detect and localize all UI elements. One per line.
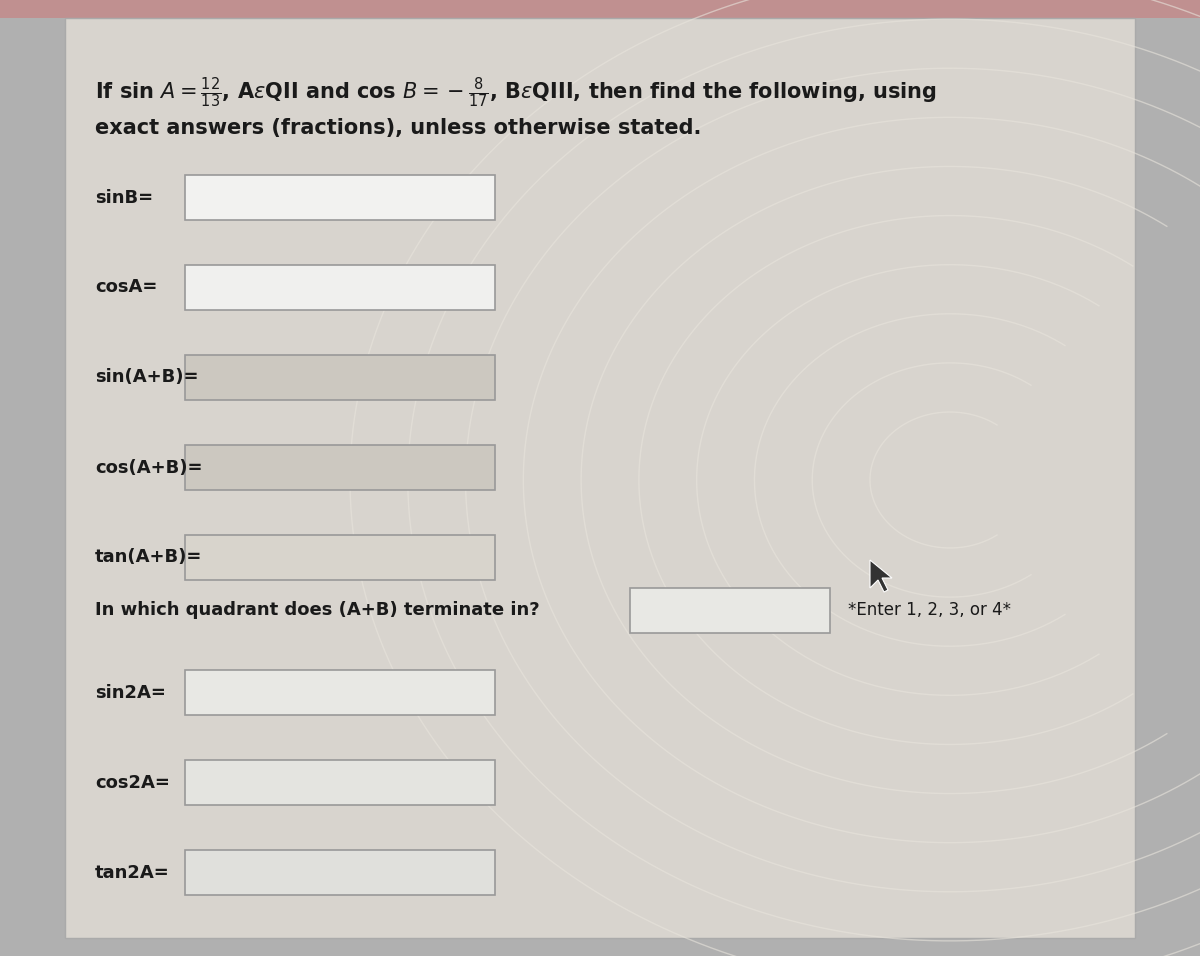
Bar: [185, 175, 496, 220]
Bar: [185, 760, 496, 805]
Bar: [185, 850, 496, 895]
Text: If sin $A = \frac{12}{13}$, A$\epsilon$QII and cos $B = -\frac{8}{17}$, B$\epsil: If sin $A = \frac{12}{13}$, A$\epsilon$Q…: [95, 75, 937, 110]
Bar: [185, 265, 496, 310]
Text: tan(A+B)=: tan(A+B)=: [95, 549, 203, 567]
Bar: [185, 445, 496, 490]
Text: sin(A+B)=: sin(A+B)=: [95, 368, 198, 386]
Bar: [65, 18, 1135, 938]
Text: cos(A+B)=: cos(A+B)=: [95, 459, 203, 476]
Text: cosA=: cosA=: [95, 278, 157, 296]
Text: exact answers (fractions), unless otherwise stated.: exact answers (fractions), unless otherw…: [95, 118, 701, 138]
Text: In which quadrant does (A+B) terminate in?: In which quadrant does (A+B) terminate i…: [95, 601, 540, 619]
Bar: [185, 670, 496, 715]
Text: sinB=: sinB=: [95, 188, 154, 206]
Text: sin2A=: sin2A=: [95, 684, 166, 702]
Bar: [185, 535, 496, 580]
Text: tan2A=: tan2A=: [95, 863, 169, 881]
Polygon shape: [870, 560, 892, 592]
Bar: [630, 588, 830, 633]
Bar: [0, 0, 1200, 18]
Text: cos2A=: cos2A=: [95, 773, 170, 792]
Text: *Enter 1, 2, 3, or 4*: *Enter 1, 2, 3, or 4*: [848, 601, 1010, 619]
Bar: [185, 355, 496, 400]
